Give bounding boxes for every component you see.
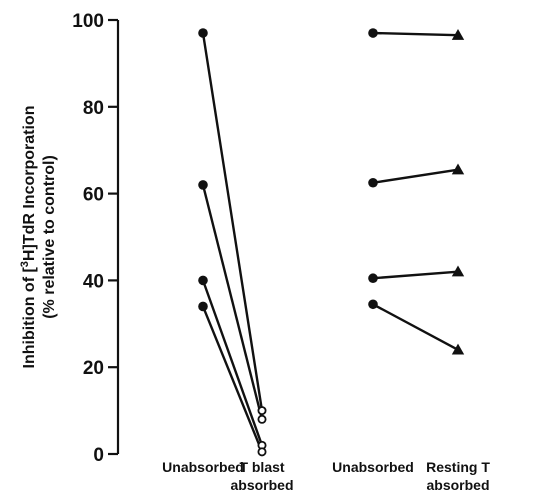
point-g0-p3-to (257, 447, 267, 457)
x-category-label-3-line2: absorbed (426, 477, 489, 493)
y-title-suffix: H]TdR Incorporation (21, 106, 38, 262)
y-tick-label-3: 60 (83, 185, 104, 206)
point-g0-p0-to (257, 406, 267, 416)
point-g1-p3-from (368, 299, 378, 310)
point-g0-p0-from (198, 28, 208, 38)
point-g1-p2-from (368, 273, 378, 284)
x-category-label-1: T blast (239, 459, 284, 475)
y-title-prefix: Inhibition of [ (21, 267, 38, 369)
connector-g0-p0 (201, 32, 264, 411)
connector-g0-p1 (201, 184, 264, 420)
x-category-label-2: Unabsorbed (332, 459, 414, 475)
point-g0-p1-to (257, 414, 267, 424)
y-tick-label-4: 80 (83, 98, 104, 119)
x-category-label-1-line2: absorbed (230, 477, 293, 493)
connector-g1-p2 (372, 270, 459, 280)
connector-g1-p1 (372, 168, 459, 184)
y-axis-title-line2: (% relative to control) (41, 155, 58, 319)
point-g1-p3-to (451, 343, 465, 355)
y-tick-label-5: 100 (72, 11, 104, 32)
point-g1-p0-to (451, 28, 465, 40)
point-g0-p1-from (198, 180, 208, 190)
point-g1-p1-to (451, 163, 465, 175)
point-g1-p1-from (368, 177, 378, 188)
data-marks (198, 28, 465, 457)
y-ticks: 0 20 40 60 80 100 (72, 11, 118, 466)
y-tick-label-0: 0 (93, 445, 104, 466)
point-g1-p2-to (451, 265, 465, 277)
y-title-sup: 3 (19, 261, 31, 267)
y-axis-title: Inhibition of [3H]TdR Incorporation (% r… (19, 106, 58, 369)
y-axis-title-line1: Inhibition of [3H]TdR Incorporation (19, 106, 38, 369)
point-g0-p2-from (198, 275, 208, 286)
connector-g1-p3 (372, 303, 459, 351)
x-category-label-0: Unabsorbed (162, 459, 244, 475)
connector-g1-p0 (372, 31, 459, 37)
connector-g0-p3 (201, 305, 264, 453)
connector-g0-p2 (201, 279, 264, 446)
y-tick-label-2: 40 (83, 271, 104, 292)
point-g0-p3-from (198, 301, 208, 312)
y-tick-label-1: 20 (83, 358, 104, 379)
x-category-label-3: Resting T (426, 459, 490, 475)
point-g1-p0-from (368, 28, 378, 38)
